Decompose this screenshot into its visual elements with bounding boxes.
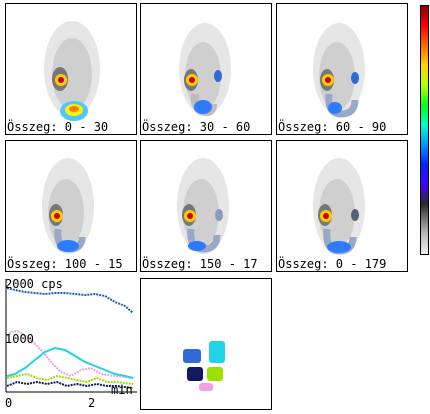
y-axis-max-label: 2000 cps [5, 277, 63, 291]
x-axis-unit: min [111, 383, 133, 397]
roi-regions [183, 341, 225, 391]
scan-image-2 [179, 23, 231, 117]
frame-panel-6[interactable]: Összeg: 0 - 179 [276, 140, 408, 272]
series-pink-curve [6, 329, 134, 379]
x-axis-tick-0: 0 [5, 396, 13, 410]
roi-region-blue [183, 349, 201, 363]
series-cyan-curve [6, 346, 134, 379]
series-navy-curve [6, 380, 134, 389]
frame-label: Összeg: 0 - 30 [6, 120, 110, 134]
roi-region-pink [199, 383, 213, 391]
color-scale-bar [420, 5, 429, 255]
frame-label: Összeg: 30 - 60 [141, 120, 252, 134]
scan-image-5 [177, 158, 229, 254]
frame-label: Összeg: 100 - 15 [6, 257, 124, 271]
roi-region-navy [187, 367, 203, 381]
frame-panel-1[interactable]: Összeg: 0 - 30 [5, 3, 137, 135]
frame-label: Összeg: 60 - 90 [277, 120, 388, 134]
frame-label: Összeg: 150 - 17 [141, 257, 259, 271]
activity-curves-panel[interactable]: 2000 cps 1000 0 2 min [5, 278, 137, 410]
roi-panel[interactable] [140, 278, 272, 410]
scan-image-4 [42, 158, 94, 254]
frame-panel-2[interactable]: Összeg: 30 - 60 [140, 3, 272, 135]
frame-panel-5[interactable]: Összeg: 150 - 17 [140, 140, 272, 272]
frame-panel-3[interactable]: Összeg: 60 - 90 [276, 3, 408, 135]
scan-image-6 [313, 158, 365, 255]
y-axis-mid-label: 1000 [5, 332, 34, 346]
scan-image-1 [44, 21, 100, 121]
x-axis-tick-2: 2 [88, 396, 96, 410]
frame-panel-4[interactable]: Összeg: 100 - 15 [5, 140, 137, 272]
scan-image-3 [313, 23, 365, 118]
series-blue-curve [6, 287, 134, 314]
activity-curves-chart [5, 279, 137, 393]
frame-label: Összeg: 0 - 179 [277, 257, 388, 271]
roi-region-lime [207, 367, 223, 381]
roi-region-cyan [209, 341, 225, 363]
